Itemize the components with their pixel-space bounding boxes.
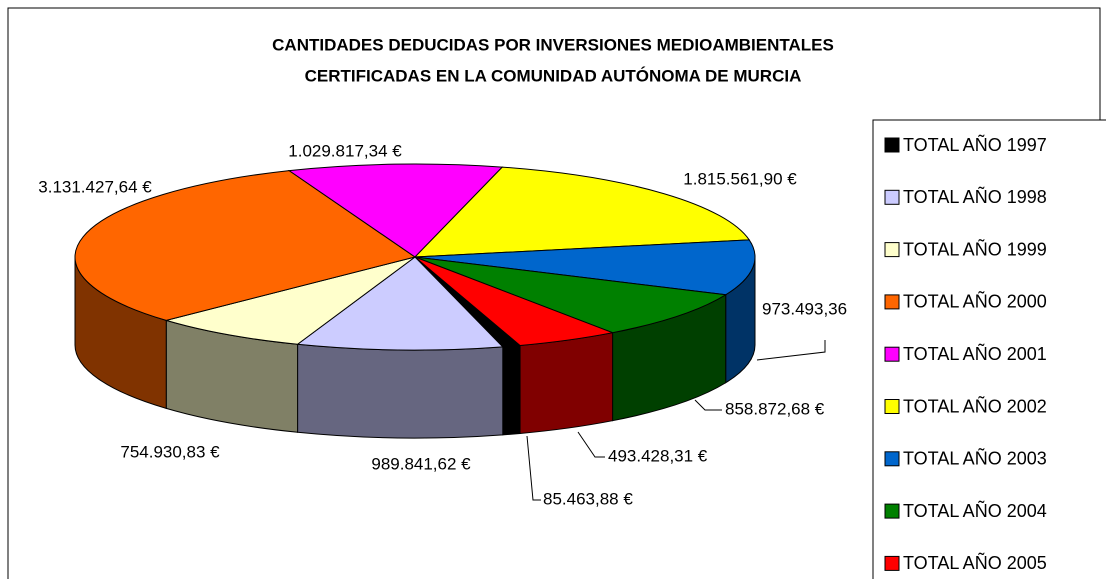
legend-swatch — [884, 555, 900, 571]
legend-swatch — [884, 189, 900, 205]
pie-slice — [414, 256, 728, 334]
data-label: 1.815.561,90 € — [683, 169, 797, 188]
pie-slice-side — [519, 332, 614, 434]
leader-line — [577, 431, 605, 458]
legend-label: TOTAL AÑO 1997 — [903, 134, 1047, 155]
legend-swatch — [884, 503, 900, 519]
legend-swatch — [884, 346, 900, 362]
data-label: 989.841,62 € — [371, 454, 471, 473]
legend-label: TOTAL AÑO 2005 — [903, 552, 1047, 573]
data-label: 3.131.427,64 € — [38, 177, 152, 196]
pie-slice — [74, 170, 417, 321]
pie-slice-side — [297, 343, 504, 439]
legend-label: TOTAL AÑO 2001 — [903, 343, 1047, 364]
legend-swatch — [884, 137, 900, 153]
pie-slice — [287, 163, 504, 258]
legend-label: TOTAL AÑO 2000 — [903, 291, 1047, 312]
pie-slice — [414, 256, 615, 346]
pie-sides — [74, 256, 756, 439]
leader-line — [756, 340, 826, 361]
chart-title: CERTIFICADAS EN LA COMUNIDAD AUTÓNOMA DE… — [305, 66, 802, 85]
legend-label: TOTAL AÑO 2004 — [903, 500, 1047, 521]
data-label: 858.872,68 € — [725, 399, 825, 418]
data-label: 1.029.817,34 € — [288, 141, 402, 160]
leader-line — [526, 435, 541, 501]
legend-label: TOTAL AÑO 1999 — [903, 238, 1047, 259]
data-label: 973.493,36 — [762, 299, 847, 318]
data-label: 85.463,88 € — [543, 489, 633, 508]
pie-slice — [414, 239, 756, 296]
pie-slice — [164, 256, 416, 345]
pie-tops — [74, 163, 756, 351]
pie-slice — [296, 256, 504, 351]
pie-slice — [413, 166, 751, 258]
leader-line — [694, 399, 722, 411]
legend-swatch — [884, 451, 900, 467]
legend-swatch — [884, 399, 900, 414]
legend-box — [872, 119, 1106, 579]
data-label: 754.930,83 € — [120, 442, 220, 461]
legend-label: TOTAL AÑO 1998 — [903, 186, 1047, 207]
chart-title: CANTIDADES DEDUCIDAS POR INVERSIONES MED… — [272, 35, 834, 54]
data-label: 493.428,31 € — [608, 446, 708, 465]
legend-swatch — [884, 242, 900, 258]
legend-swatch — [884, 294, 900, 310]
legend-label: TOTAL AÑO 2003 — [903, 448, 1047, 469]
pie-slice-side — [502, 344, 521, 436]
legend-label: TOTAL AÑO 2002 — [903, 395, 1047, 416]
